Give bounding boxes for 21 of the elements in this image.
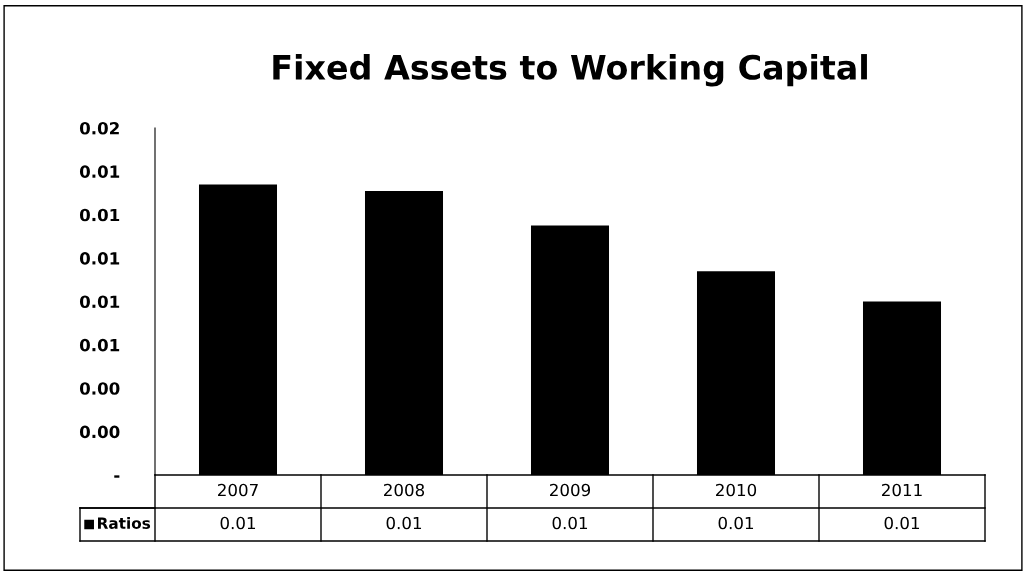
x-tick-label: 2008 xyxy=(384,483,425,497)
data-label: 0.01 xyxy=(220,516,256,530)
y-tick-label: 0.01 xyxy=(79,295,120,309)
y-tick-label: 0.01 xyxy=(79,208,120,222)
x-tick-label: 2009 xyxy=(550,483,591,497)
x-tick-label: 2011 xyxy=(882,483,922,497)
y-tick-label: 0.02 xyxy=(79,121,119,135)
chart-title: Fixed Assets to Working Capital xyxy=(273,54,867,87)
data-label: 0.01 xyxy=(386,516,422,530)
data-label: 0.01 xyxy=(552,516,588,530)
y-tick-label: 0.00 xyxy=(79,382,120,395)
x-tick-label: 2010 xyxy=(716,483,757,497)
legend-label: Ratios xyxy=(98,517,151,529)
y-tick-label: 0.01 xyxy=(79,338,120,352)
y-tick-label: 0.01 xyxy=(79,252,120,265)
y-tick-label: - xyxy=(114,475,120,478)
y-tick-label: 0.00 xyxy=(79,425,120,439)
x-tick-label: 2007 xyxy=(218,483,258,497)
y-tick-label: 0.01 xyxy=(79,165,120,178)
data-label: 0.01 xyxy=(718,516,754,530)
data-label: 0.01 xyxy=(884,516,920,530)
